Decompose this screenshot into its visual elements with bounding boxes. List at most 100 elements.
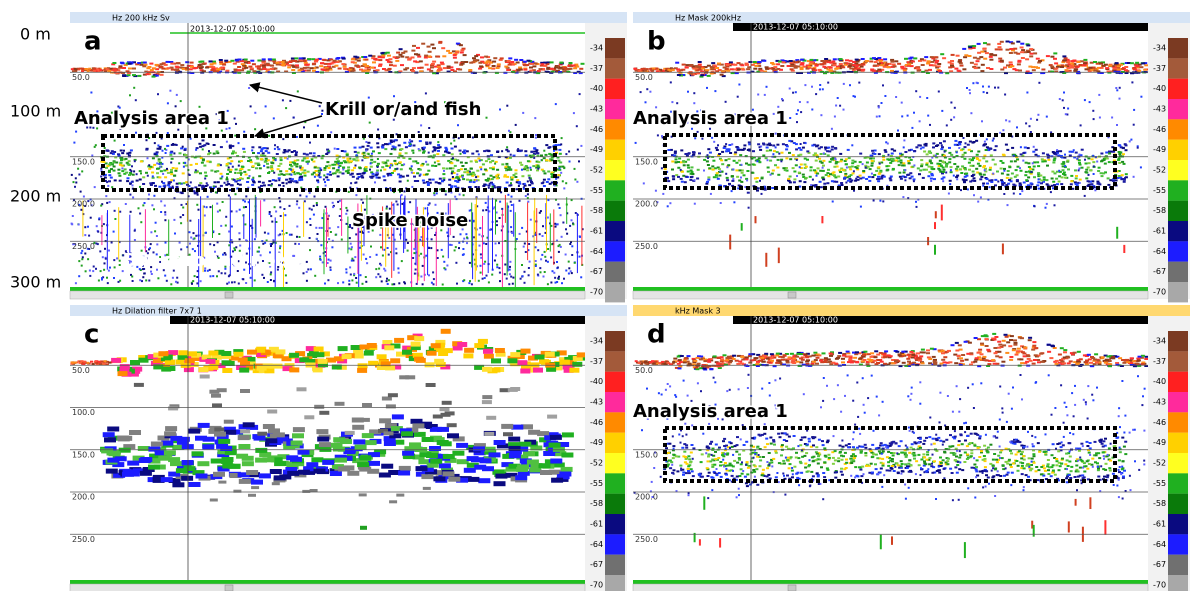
- echo-cell: [851, 160, 854, 162]
- echo-cell: [345, 207, 347, 209]
- echo-cell: [1011, 147, 1014, 149]
- echo-cell: [833, 166, 836, 168]
- spike: [577, 213, 578, 273]
- echo-cell: [114, 266, 116, 268]
- echo-cell: [778, 61, 782, 63]
- echo-cell: [204, 178, 206, 180]
- echo-cell: [417, 56, 421, 58]
- echo-cell: [568, 267, 570, 269]
- echo-cell: [1025, 171, 1028, 173]
- echo-cell: [363, 64, 367, 66]
- echo-cell: [552, 270, 554, 272]
- echo-cell: [306, 261, 308, 263]
- echo-cell: [173, 180, 175, 182]
- echo-cell: [306, 157, 309, 159]
- echo-cell: [421, 43, 425, 45]
- echo-cell: [565, 182, 567, 184]
- colorbar-label: -37: [590, 64, 603, 73]
- window-title: Hz Mask 200kHz: [675, 14, 741, 23]
- echo-cell: [113, 277, 115, 279]
- echo-cell: [813, 154, 816, 156]
- echo-cell: [939, 142, 942, 144]
- echo-cell: [294, 57, 298, 59]
- echo-cell: [153, 208, 155, 210]
- echo-cell: [234, 172, 236, 174]
- echo-cell: [1064, 177, 1067, 179]
- echo-cell: [404, 51, 408, 53]
- echo-cell: [237, 172, 240, 174]
- echo-cell: [409, 143, 411, 145]
- colorbar-label: -40: [590, 84, 603, 93]
- echo-cell: [221, 272, 223, 274]
- echo-cell: [493, 176, 496, 178]
- echo-cell: [80, 252, 82, 254]
- echo-cell: [362, 202, 364, 204]
- spike: [260, 200, 261, 226]
- echo-cell: [254, 279, 256, 281]
- echo-cell: [471, 283, 473, 285]
- echo-cell: [252, 165, 255, 167]
- echo-cell: [216, 170, 219, 172]
- echo-cell: [855, 59, 859, 61]
- echo-cell: [344, 150, 347, 152]
- echo-cell: [1014, 52, 1018, 54]
- echo-cell: [798, 172, 801, 174]
- echo-cell: [184, 149, 187, 151]
- echo-cell: [1082, 64, 1086, 66]
- echo-cell: [305, 64, 309, 66]
- echo-cell: [499, 272, 501, 274]
- echo-cell: [498, 267, 500, 269]
- echo-cell: [314, 167, 317, 169]
- echo-cell: [359, 167, 362, 169]
- echo-cell: [951, 54, 955, 56]
- echo-cell: [508, 64, 512, 66]
- echo-cell: [886, 158, 889, 160]
- echo-cell: [800, 68, 804, 70]
- spike: [581, 206, 582, 266]
- echo-cell: [764, 94, 766, 96]
- echo-cell: [398, 144, 401, 146]
- echo-cell: [101, 277, 103, 279]
- echo-cell: [345, 213, 347, 215]
- echo-cell: [127, 177, 130, 179]
- echo-cell: [541, 63, 545, 65]
- echo-cell: [107, 185, 109, 187]
- echo-cell: [486, 117, 488, 119]
- echo-cell: [989, 147, 992, 149]
- echo-cell: [945, 164, 948, 166]
- echo-cell: [974, 67, 978, 69]
- echo-cell: [354, 256, 356, 258]
- echo-cell: [174, 233, 176, 235]
- echo-cell: [412, 45, 416, 47]
- echo-cell: [480, 257, 482, 259]
- echo-cell: [190, 164, 193, 166]
- echo-cell: [369, 256, 371, 258]
- echo-cell: [568, 273, 570, 275]
- echo-cell: [348, 280, 350, 282]
- color-cell: [605, 160, 625, 180]
- echo-cell: [276, 153, 279, 155]
- echo-cell: [381, 147, 384, 149]
- colorbar-label: -58: [590, 206, 603, 215]
- echo-cell: [1003, 193, 1005, 195]
- echo-cell: [296, 159, 299, 161]
- echo-cell: [889, 162, 892, 164]
- echo-cell: [806, 150, 809, 152]
- echo-cell: [510, 154, 512, 156]
- echo-cell: [866, 162, 869, 164]
- echo-cell: [976, 60, 980, 62]
- echo-cell: [246, 181, 249, 183]
- echo-cell: [362, 283, 364, 285]
- echo-cell: [899, 176, 902, 178]
- echo-cell: [485, 160, 488, 162]
- echo-cell: [761, 177, 764, 179]
- echo-cell: [453, 236, 455, 238]
- echo-cell: [1015, 169, 1018, 171]
- echo-cell: [530, 219, 532, 221]
- echo-cell: [197, 194, 199, 196]
- echo-cell: [243, 171, 246, 173]
- echo-cell: [208, 152, 211, 154]
- echo-cell: [1083, 62, 1087, 64]
- echo-cell: [1119, 98, 1121, 100]
- echo-cell: [273, 117, 275, 119]
